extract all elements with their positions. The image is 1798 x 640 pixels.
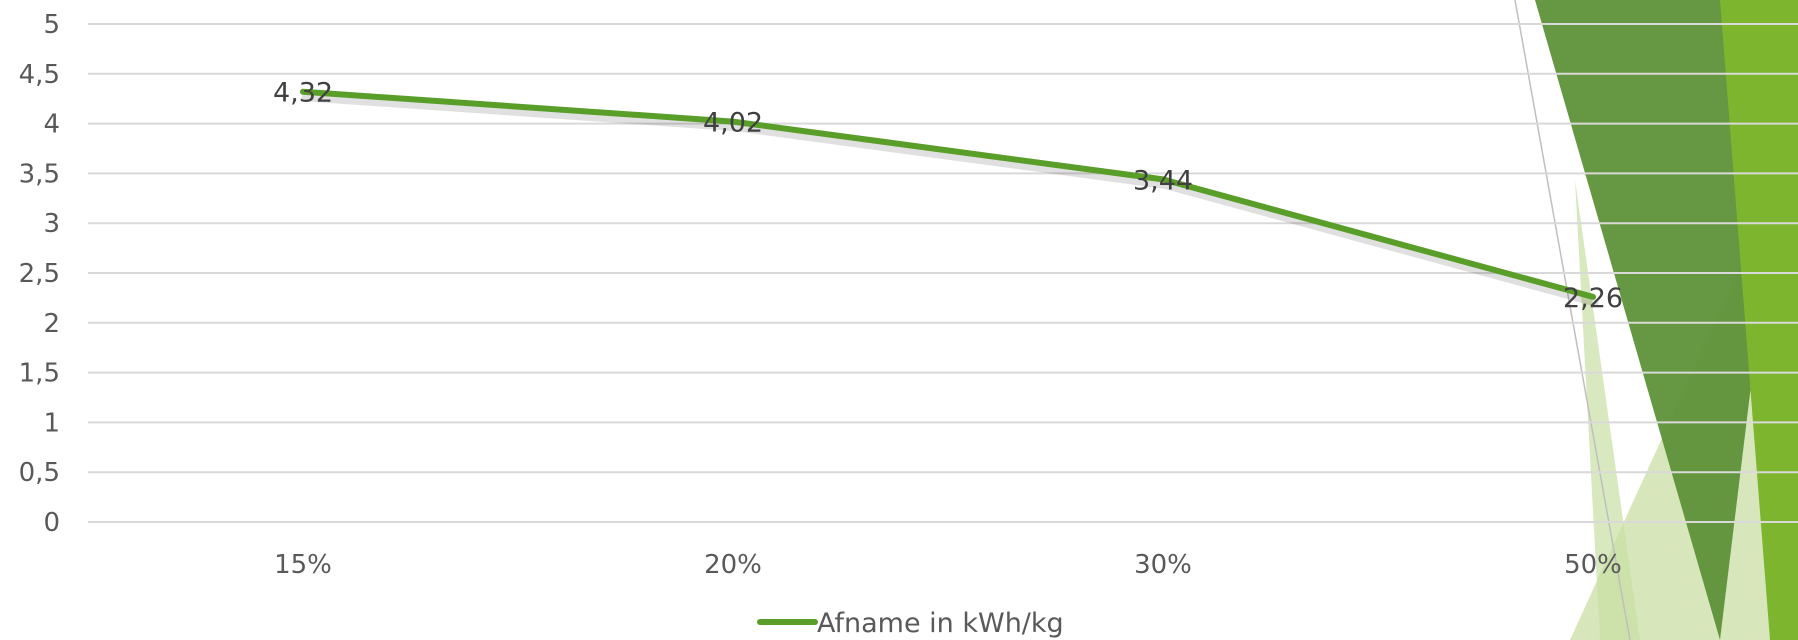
data-label: 3,44 (1133, 165, 1193, 196)
series-line-shadow (301, 94, 1599, 307)
y-tick-label: 3 (43, 209, 60, 239)
data-label: 4,32 (273, 78, 333, 109)
x-tick-label: 15% (274, 550, 332, 580)
y-tick-label: 5 (43, 10, 60, 40)
y-tick-label: 0,5 (19, 458, 60, 488)
x-tick-label: 50% (1564, 550, 1622, 580)
y-tick-label: 2,5 (19, 259, 60, 289)
y-tick-label: 2 (43, 309, 60, 339)
x-axis-ticks: 15% 20% 30% 50% (274, 550, 1622, 580)
decor-thin-line (1514, 0, 1631, 640)
x-tick-label: 30% (1134, 550, 1192, 580)
series-line (300, 88, 1596, 300)
y-tick-label: 0 (43, 508, 60, 538)
y-tick-label: 4 (43, 110, 60, 140)
gridlines (88, 23, 1798, 523)
y-tick-label: 1,5 (19, 359, 60, 389)
decor-triangle-bright (1720, 0, 1798, 640)
y-tick-label: 3,5 (19, 159, 60, 189)
data-labels: 4,32 4,02 3,44 2,26 (273, 78, 1623, 314)
data-label: 4,02 (703, 108, 763, 139)
x-tick-label: 20% (704, 550, 762, 580)
y-axis-ticks: 0 0,5 1 1,5 2 2,5 3 3,5 4 4,5 5 (19, 10, 60, 538)
decorative-triangles (1514, 0, 1798, 640)
y-tick-label: 1 (43, 408, 60, 438)
data-label: 2,26 (1563, 283, 1623, 314)
legend-label: Afname in kWh/kg (817, 608, 1064, 639)
decor-triangle-dark (1535, 0, 1798, 640)
legend: Afname in kWh/kg (757, 608, 1064, 639)
series-lines (300, 88, 1599, 307)
y-tick-label: 4,5 (19, 60, 60, 90)
